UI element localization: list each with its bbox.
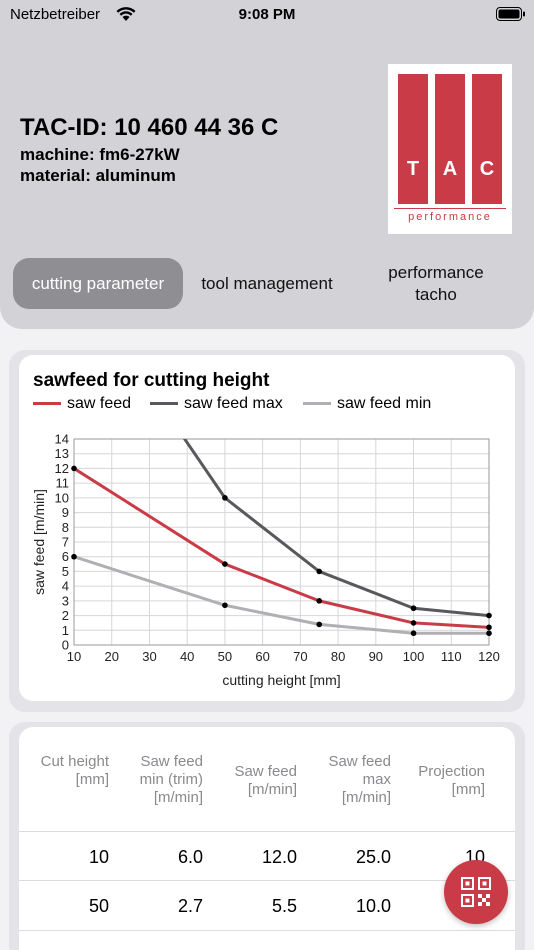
y-tick-label: 0: [62, 638, 69, 653]
y-axis-title: saw feed [m/min]: [31, 489, 47, 595]
legend-saw-feed: saw feed: [33, 395, 131, 413]
y-tick-label: 6: [62, 549, 69, 564]
y-tick-label: 2: [62, 608, 69, 623]
cell-saw-feed-max: 25.0: [355, 847, 391, 867]
x-tick-label: 110: [441, 649, 462, 664]
y-tick-label: 9: [62, 505, 69, 520]
data-point-2: [222, 602, 228, 609]
tab-performance-tacho[interactable]: performance tacho: [388, 263, 484, 304]
wifi-icon: [116, 7, 136, 21]
x-tick-label: 10: [67, 649, 81, 664]
sawfeed-chart: 10 20 30 40 50 60 70 80 90 100 110 1200123456789101…: [31, 432, 500, 689]
legend-label-saw-feed-min: saw feed min: [337, 395, 432, 412]
legend-swatch-saw-feed-max: [150, 402, 178, 406]
th-projection: Projection [mm]: [418, 763, 485, 798]
data-point-2: [316, 621, 323, 628]
carrier-label: Netzbetreiber: [10, 6, 101, 23]
logo-letter-t: T: [406, 158, 420, 180]
data-point-1: [486, 612, 492, 619]
material-label: material: aluminum: [20, 166, 176, 185]
cell-saw-feed-min: 2.7: [177, 896, 203, 916]
tac-logo: T A C performance: [388, 64, 512, 234]
header-panel: Netzbetreiber 9:08 PM TAC-ID: 10 460 44 …: [0, 0, 534, 329]
machine-label: machine: fm6-27kW: [20, 145, 180, 164]
row-divider: [19, 831, 515, 832]
data-table: Cut height [mm] Saw feed min (trim) [m/min]…: [19, 727, 515, 950]
series-line-0: [74, 467, 489, 629]
cell-cut-height: 10: [88, 847, 109, 867]
y-tick-label: 4: [62, 579, 69, 594]
data-point-1: [222, 495, 228, 501]
clock: 9:08 PM: [238, 6, 296, 23]
y-tick-label: 1: [62, 623, 69, 638]
data-point-2: [410, 630, 417, 637]
data-point-2: [486, 630, 492, 637]
battery-icon: [496, 7, 525, 21]
data-point-0: [316, 598, 323, 604]
logo-tagline: performance: [394, 208, 506, 223]
th-cut-height: Cut height [mm]: [40, 753, 109, 788]
y-tick-label: 10: [55, 490, 69, 505]
tac-id: TAC-ID: 10 460 44 36 C: [20, 114, 279, 141]
x-tick-label: 120: [478, 649, 500, 664]
y-tick-label: 11: [56, 476, 70, 491]
tab-tool-management[interactable]: tool management: [201, 274, 333, 293]
series-line-2: [74, 555, 489, 635]
legend-saw-feed-min: saw feed min: [303, 395, 431, 413]
y-tick-label: 12: [55, 461, 69, 476]
x-tick-label: 30: [142, 649, 156, 664]
cell-cut-height: 50: [88, 896, 109, 916]
logo-letter-c: C: [479, 158, 495, 180]
y-tick-label: 7: [62, 535, 69, 550]
cell-saw-feed-min: 6.0: [177, 847, 203, 867]
x-tick-label: 50: [218, 649, 232, 664]
data-point-1: [316, 568, 323, 575]
qr-scan-button[interactable]: [444, 860, 508, 924]
logo-letter-a: A: [442, 158, 458, 180]
x-tick-label: 60: [255, 649, 269, 664]
y-tick-label: 8: [62, 520, 69, 535]
th-saw-feed-max: Saw feed max [m/min]: [328, 753, 391, 806]
legend-label-saw-feed: saw feed: [67, 395, 132, 412]
legend-label-saw-feed-max: saw feed max: [184, 395, 283, 412]
plot-frame: [73, 438, 490, 646]
x-tick-label: 40: [180, 649, 194, 664]
legend-saw-feed-max: saw feed max: [150, 395, 283, 413]
legend-swatch-saw-feed: [33, 402, 61, 406]
cell-saw-feed: 5.5: [271, 896, 297, 916]
cell-saw-feed-max: 10.0: [355, 896, 391, 916]
cell-saw-feed: 12.0: [261, 847, 297, 867]
data-point-0: [486, 624, 492, 631]
data-point-0: [222, 561, 228, 567]
data-point-0: [71, 465, 77, 472]
chart-card: sawfeed for cutting height saw feed saw …: [19, 355, 515, 701]
data-point-2: [71, 553, 77, 560]
y-tick-label: 3: [62, 593, 69, 608]
chart-title: sawfeed for cutting height: [33, 370, 270, 391]
qr-code-icon: [461, 877, 491, 907]
data-point-0: [410, 620, 417, 626]
y-tick-label: 14: [55, 432, 69, 447]
row-divider: [19, 880, 515, 881]
th-saw-feed-min: Saw feed min (trim) [m/min]: [139, 753, 203, 806]
x-tick-label: 20: [104, 649, 118, 664]
x-tick-label: 100: [403, 649, 425, 664]
x-axis-title: cutting height [mm]: [222, 672, 340, 688]
x-tick-label: 70: [293, 649, 307, 664]
status-bar: Netzbetreiber 9:08 PM: [0, 0, 534, 30]
y-tick-label: 13: [55, 446, 69, 461]
data-point-1: [410, 605, 417, 612]
row-divider: [19, 930, 515, 931]
y-tick-label: 5: [62, 564, 69, 579]
th-saw-feed: Saw feed [m/min]: [234, 763, 297, 798]
x-tick-label: 90: [369, 649, 383, 664]
x-tick-label: 80: [331, 649, 345, 664]
tab-cutting-parameter[interactable]: cutting parameter: [13, 258, 183, 309]
legend-swatch-saw-feed-min: [303, 402, 331, 406]
